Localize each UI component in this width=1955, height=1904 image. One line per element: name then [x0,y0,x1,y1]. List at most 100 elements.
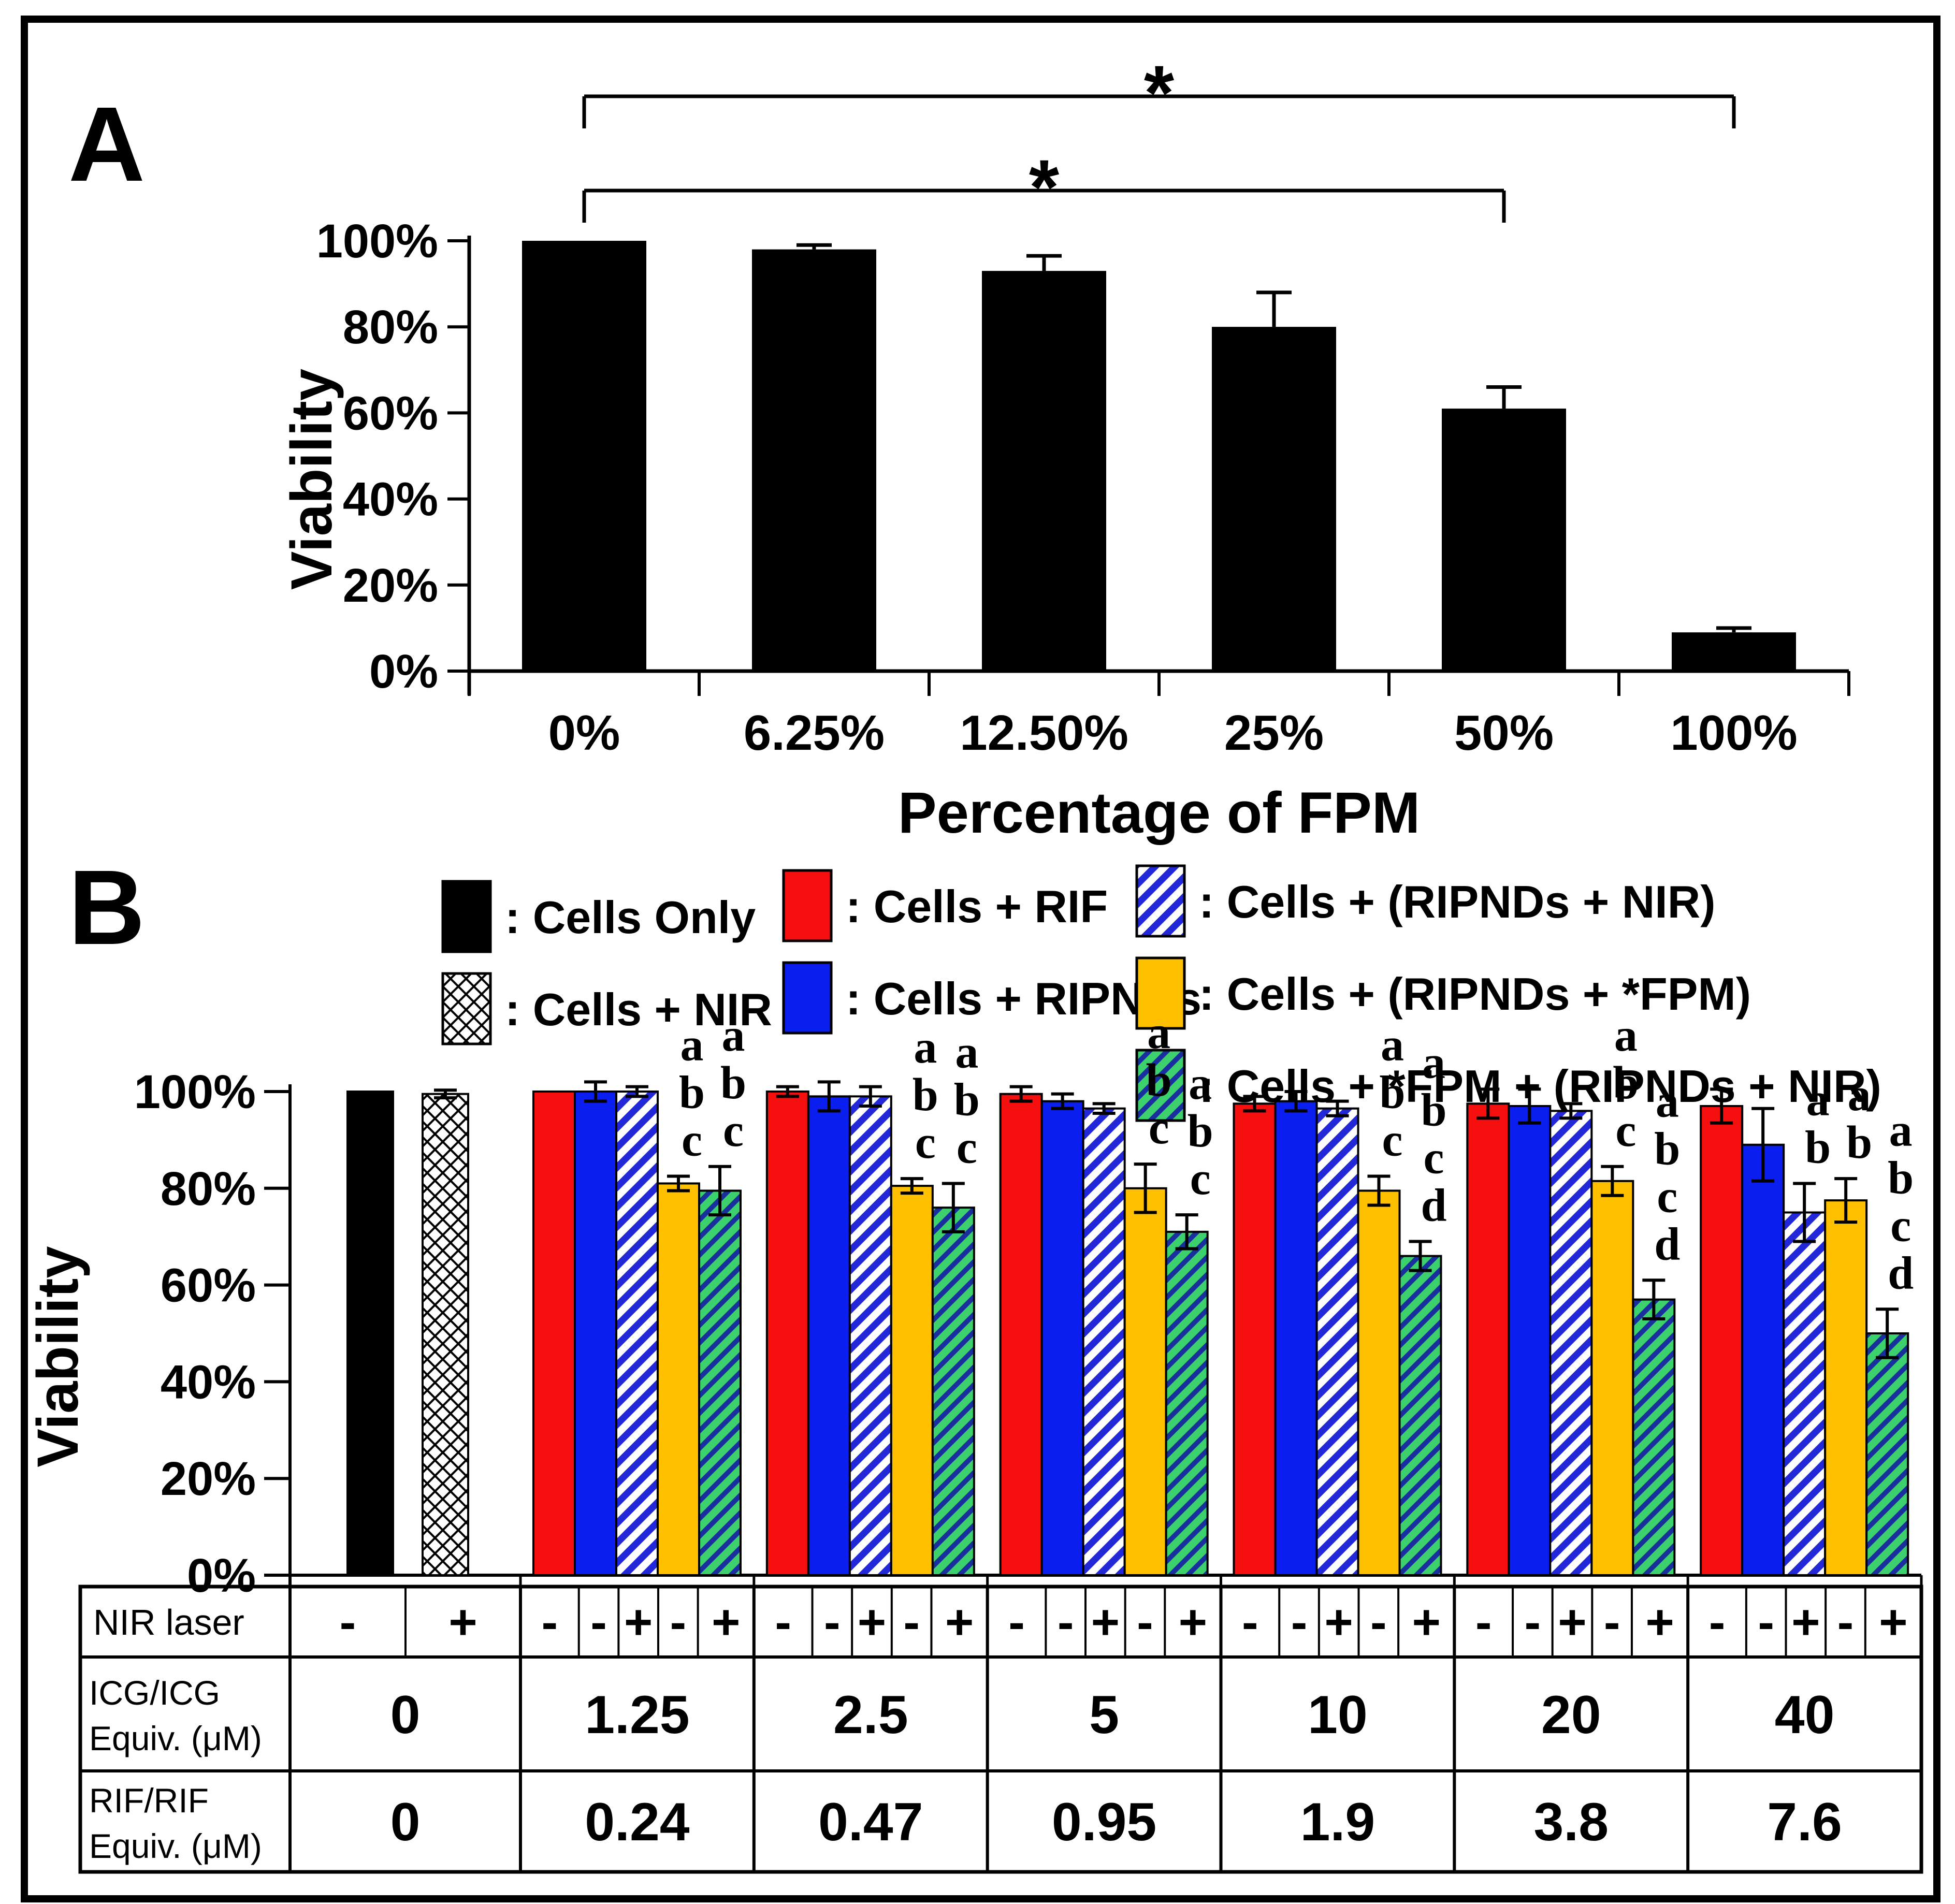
panel-a-x-tick-label: 25% [1224,705,1324,761]
sig-letter-a: a [1422,1037,1445,1088]
legend-label-ripnds-fpm: : Cells + (RIPNDs + *FPM) [1199,968,1751,1020]
panel-b-bar-ripnds-nir-g1 [615,1091,659,1576]
panel-b-bar-cells-rif-g3 [999,1093,1043,1576]
sig-letter-b: b [1613,1057,1639,1109]
sig-letter-c: c [1190,1153,1211,1204]
panel-a-x-tick-label: 6.25% [744,705,885,761]
panel-b-bar-cells-ripnds-g5 [1508,1105,1552,1576]
panel-b-bar-cells-ripnds-g2 [807,1095,851,1577]
table-icg-value: 20 [1541,1685,1601,1745]
table-nir-sign: - [1137,1595,1153,1650]
legend-swatch-cells-nir [441,972,492,1045]
sig-letter-a: a [1889,1104,1913,1156]
sig-letter-a: a [914,1022,937,1073]
panel-b-bar-cells-nir-g0 [422,1093,469,1576]
panel-a-y-tick-label: 100% [316,215,438,268]
table-nir-sign: + [945,1595,974,1650]
table-nir-sign: + [624,1595,653,1650]
table-icg-value: 0 [390,1685,421,1745]
sig-letter-b: b [679,1067,705,1118]
legend-swatch-fpm-ripnds-nir [1135,1049,1186,1122]
sig-letter-a: a [1614,1010,1638,1061]
table-nir-sign: + [1645,1595,1674,1650]
panel-a-bar-25% [1212,327,1336,671]
legend-label-ripnds-nir: : Cells + (RIPNDs + NIR) [1199,876,1716,927]
panel-b-bar-ripnds-nir-g4 [1315,1107,1359,1576]
panel-b-bar-ripnds-fpm-g4 [1357,1189,1401,1576]
panel-a-y-tick-label: 0% [369,645,438,698]
panel-b-label: B [68,848,146,967]
panel-b-y-tick-label: 0% [187,1549,256,1602]
legend-label-cells-only: : Cells Only [505,892,756,943]
panel-a-x-tick-label: 12.50% [960,705,1128,761]
sig-letter-c: c [1424,1132,1444,1184]
table-nir-sign: - [1525,1595,1541,1650]
panel-a-y-tick-label: 20% [343,559,438,612]
table-icg-value: 40 [1775,1685,1835,1745]
sig-letter-c: c [723,1105,744,1156]
sig-letter-c: c [682,1114,702,1166]
table-rif-value: 0.95 [1052,1792,1156,1852]
table-nir-sign: - [1475,1595,1492,1650]
sig-letter-a: a [680,1019,704,1070]
panel-b-bar-ripnds-fpm-g2 [890,1185,934,1576]
panel-b-y-tick-label: 40% [161,1356,256,1408]
panel-a-x-tick-label: 100% [1670,705,1798,761]
table-nir-sign: - [1758,1595,1774,1650]
table-nir-sign: + [1879,1595,1907,1650]
panel-b-bar-fpm-ripnds-nir-g2 [931,1207,975,1576]
sig-letter-a: a [1189,1058,1212,1109]
panel-b-y-axis-title: Viability [25,1246,90,1467]
table-nir-sign: + [1179,1595,1207,1650]
panel-b-bar-cells-rif-g1 [532,1091,576,1576]
panel-a-bar-12.50% [982,271,1106,671]
sig-letter-c: c [915,1117,936,1168]
table-rif-value: 7.6 [1767,1792,1842,1852]
panel-b-bar-cells-rif-g6 [1700,1105,1744,1576]
legend-label-cells-rif: : Cells + RIF [846,881,1108,932]
table-row-header-icg: ICG/ICG [89,1674,220,1712]
table-row-header-rif: RIF/RIF [89,1781,209,1820]
figure-frame-border [21,16,1940,1902]
sig-letter-c: c [1149,1102,1169,1154]
table-rif-value: 0.47 [818,1792,923,1852]
panel-b-bar-cells-ripnds-g1 [574,1091,617,1576]
legend-swatch-cells-rif [782,869,833,942]
panel-b-bar-ripnds-nir-g3 [1082,1107,1126,1576]
panel-b-bar-fpm-ripnds-nir-g1 [698,1189,742,1576]
sig-letter-b: b [913,1069,938,1121]
panel-b-bar-cells-ripnds-g6 [1741,1143,1785,1576]
sig-letter-a: a [1147,1007,1170,1058]
panel-b-bar-cells-rif-g5 [1466,1102,1510,1577]
panel-b-bar-ripnds-fpm-g6 [1824,1199,1868,1576]
panel-b-bar-cells-ripnds-g3 [1040,1100,1084,1576]
table-rif-value: 1.9 [1300,1792,1375,1852]
table-icg-value: 2.5 [833,1685,908,1745]
table-nir-sign: - [1370,1595,1387,1650]
table-nir-sign: - [1604,1595,1620,1650]
panel-a-bar-6.25% [752,249,876,671]
panel-b-bar-ripnds-nir-g2 [848,1095,892,1577]
panel-b-bar-fpm-ripnds-nir-g3 [1165,1230,1209,1577]
table-rif-value: 3.8 [1533,1792,1609,1852]
sig-letter-b: b [1379,1067,1405,1118]
sig-letter-a: a [1656,1075,1679,1127]
legend-swatch-cells-only [441,880,492,953]
panel-a-bar-100% [1672,632,1796,671]
table-nir-sign: + [1558,1595,1586,1650]
table-nir-sign: + [712,1595,740,1650]
panel-a-y-axis-title: Viability [279,369,344,590]
sig-letter-c: c [1615,1105,1636,1156]
panel-b-bar-ripnds-fpm-g5 [1590,1180,1634,1577]
table-nir-sign: - [775,1595,791,1650]
sig-letter-b: b [1888,1152,1914,1203]
sig-letter-a: a [1381,1019,1404,1070]
table-nir-sign: + [858,1595,886,1650]
panel-a-y-tick-label: 60% [343,387,438,440]
table-row-header-rif: Equiv. (μM) [89,1827,262,1865]
table-nir-sign: - [1008,1595,1025,1650]
panel-b-bar-fpm-ripnds-nir-g6 [1865,1332,1909,1576]
panel-b-bar-ripnds-nir-g6 [1783,1211,1827,1576]
sig-letter-b: b [720,1057,746,1109]
panel-b-bar-ripnds-fpm-g1 [657,1182,700,1576]
